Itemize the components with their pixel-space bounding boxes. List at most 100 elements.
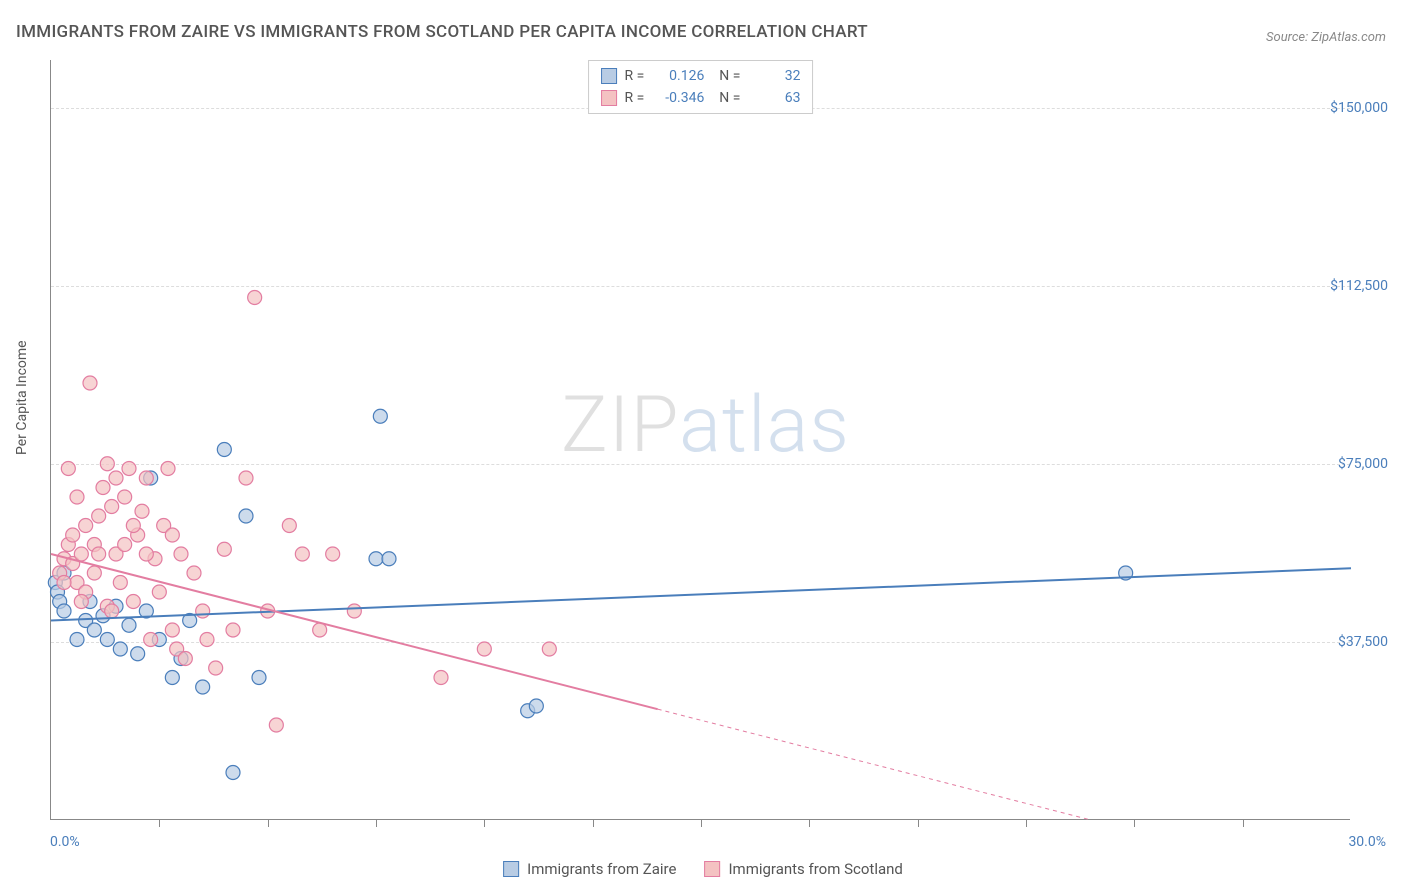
scatter-point <box>347 604 361 618</box>
trend-line <box>51 554 658 709</box>
scatter-point <box>152 585 166 599</box>
stats-legend: R = 0.126 N = 32 R = -0.346 N = 63 <box>588 60 814 114</box>
scatter-point <box>57 576 71 590</box>
x-tick <box>1026 819 1027 827</box>
scatter-point <box>165 623 179 637</box>
scatter-point <box>66 528 80 542</box>
source-attribution: Source: ZipAtlas.com <box>1266 30 1386 45</box>
x-tick <box>484 819 485 827</box>
stats-row: R = 0.126 N = 32 <box>601 65 801 87</box>
bottom-legend: Immigrants from Zaire Immigrants from Sc… <box>503 860 903 878</box>
scatter-point <box>131 647 145 661</box>
x-tick <box>918 819 919 827</box>
scatter-point <box>217 443 231 457</box>
scatter-point <box>70 633 84 647</box>
scatter-point <box>113 576 127 590</box>
r-label: R = <box>625 87 645 109</box>
r-label: R = <box>625 65 645 87</box>
scatter-point <box>165 528 179 542</box>
y-tick-label: $75,000 <box>1338 456 1388 472</box>
scatter-point <box>239 471 253 485</box>
scatter-point <box>196 680 210 694</box>
scatter-point <box>139 547 153 561</box>
x-tick <box>809 819 810 827</box>
scatter-point <box>83 376 97 390</box>
y-axis-label: Per Capita Income <box>14 340 30 455</box>
scatter-point <box>87 623 101 637</box>
chart-svg <box>51 60 1350 819</box>
scatter-point <box>126 519 140 533</box>
scatter-point <box>144 633 158 647</box>
scatter-point <box>178 652 192 666</box>
legend-swatch <box>601 68 617 84</box>
scatter-point <box>139 471 153 485</box>
scatter-point <box>226 623 240 637</box>
n-label: N = <box>712 87 740 109</box>
x-tick <box>701 819 702 827</box>
n-value: 63 <box>748 87 800 109</box>
scatter-point <box>373 409 387 423</box>
plot-area: ZIPatlas R = 0.126 N = 32 R = -0.346 N =… <box>50 60 1350 820</box>
scatter-point <box>87 566 101 580</box>
scatter-point <box>477 642 491 656</box>
scatter-point <box>92 547 106 561</box>
scatter-point <box>248 291 262 305</box>
scatter-point <box>118 538 132 552</box>
scatter-point <box>70 490 84 504</box>
stats-row: R = -0.346 N = 63 <box>601 87 801 109</box>
x-tick <box>1243 819 1244 827</box>
scatter-point <box>109 471 123 485</box>
legend-swatch <box>704 861 720 877</box>
scatter-point <box>239 509 253 523</box>
scatter-point <box>313 623 327 637</box>
scatter-point <box>122 462 136 476</box>
scatter-point <box>61 462 75 476</box>
n-label: N = <box>712 65 740 87</box>
y-tick-label: $112,500 <box>1330 278 1388 294</box>
scatter-point <box>174 547 188 561</box>
scatter-point <box>92 509 106 523</box>
scatter-point <box>100 457 114 471</box>
scatter-point <box>161 462 175 476</box>
scatter-point <box>226 766 240 780</box>
scatter-point <box>209 661 223 675</box>
scatter-point <box>105 500 119 514</box>
chart-title: IMMIGRANTS FROM ZAIRE VS IMMIGRANTS FROM… <box>16 22 868 42</box>
legend-item: Immigrants from Zaire <box>503 860 676 878</box>
scatter-point <box>217 542 231 556</box>
scatter-point <box>74 595 88 609</box>
r-value: -0.346 <box>652 87 704 109</box>
legend-item: Immigrants from Scotland <box>704 860 902 878</box>
r-value: 0.126 <box>652 65 704 87</box>
scatter-point <box>326 547 340 561</box>
x-tick <box>593 819 594 827</box>
legend-label: Immigrants from Scotland <box>728 860 902 878</box>
scatter-point <box>369 552 383 566</box>
scatter-point <box>282 519 296 533</box>
scatter-point <box>57 604 71 618</box>
scatter-point <box>105 604 119 618</box>
scatter-point <box>118 490 132 504</box>
n-value: 32 <box>748 65 800 87</box>
scatter-point <box>135 504 149 518</box>
scatter-point <box>252 671 266 685</box>
scatter-point <box>122 618 136 632</box>
scatter-point <box>196 604 210 618</box>
scatter-point <box>113 642 127 656</box>
scatter-point <box>529 699 543 713</box>
x-axis-min-label: 0.0% <box>50 834 80 850</box>
scatter-point <box>200 633 214 647</box>
legend-swatch <box>601 90 617 106</box>
scatter-point <box>187 566 201 580</box>
x-tick <box>376 819 377 827</box>
y-tick-label: $37,500 <box>1338 634 1388 650</box>
scatter-point <box>269 718 283 732</box>
legend-label: Immigrants from Zaire <box>527 860 676 878</box>
scatter-point <box>295 547 309 561</box>
scatter-point <box>165 671 179 685</box>
x-axis-max-label: 30.0% <box>1348 834 1386 850</box>
trend-line-extension <box>658 709 1091 820</box>
x-tick <box>1134 819 1135 827</box>
scatter-point <box>382 552 396 566</box>
scatter-point <box>542 642 556 656</box>
